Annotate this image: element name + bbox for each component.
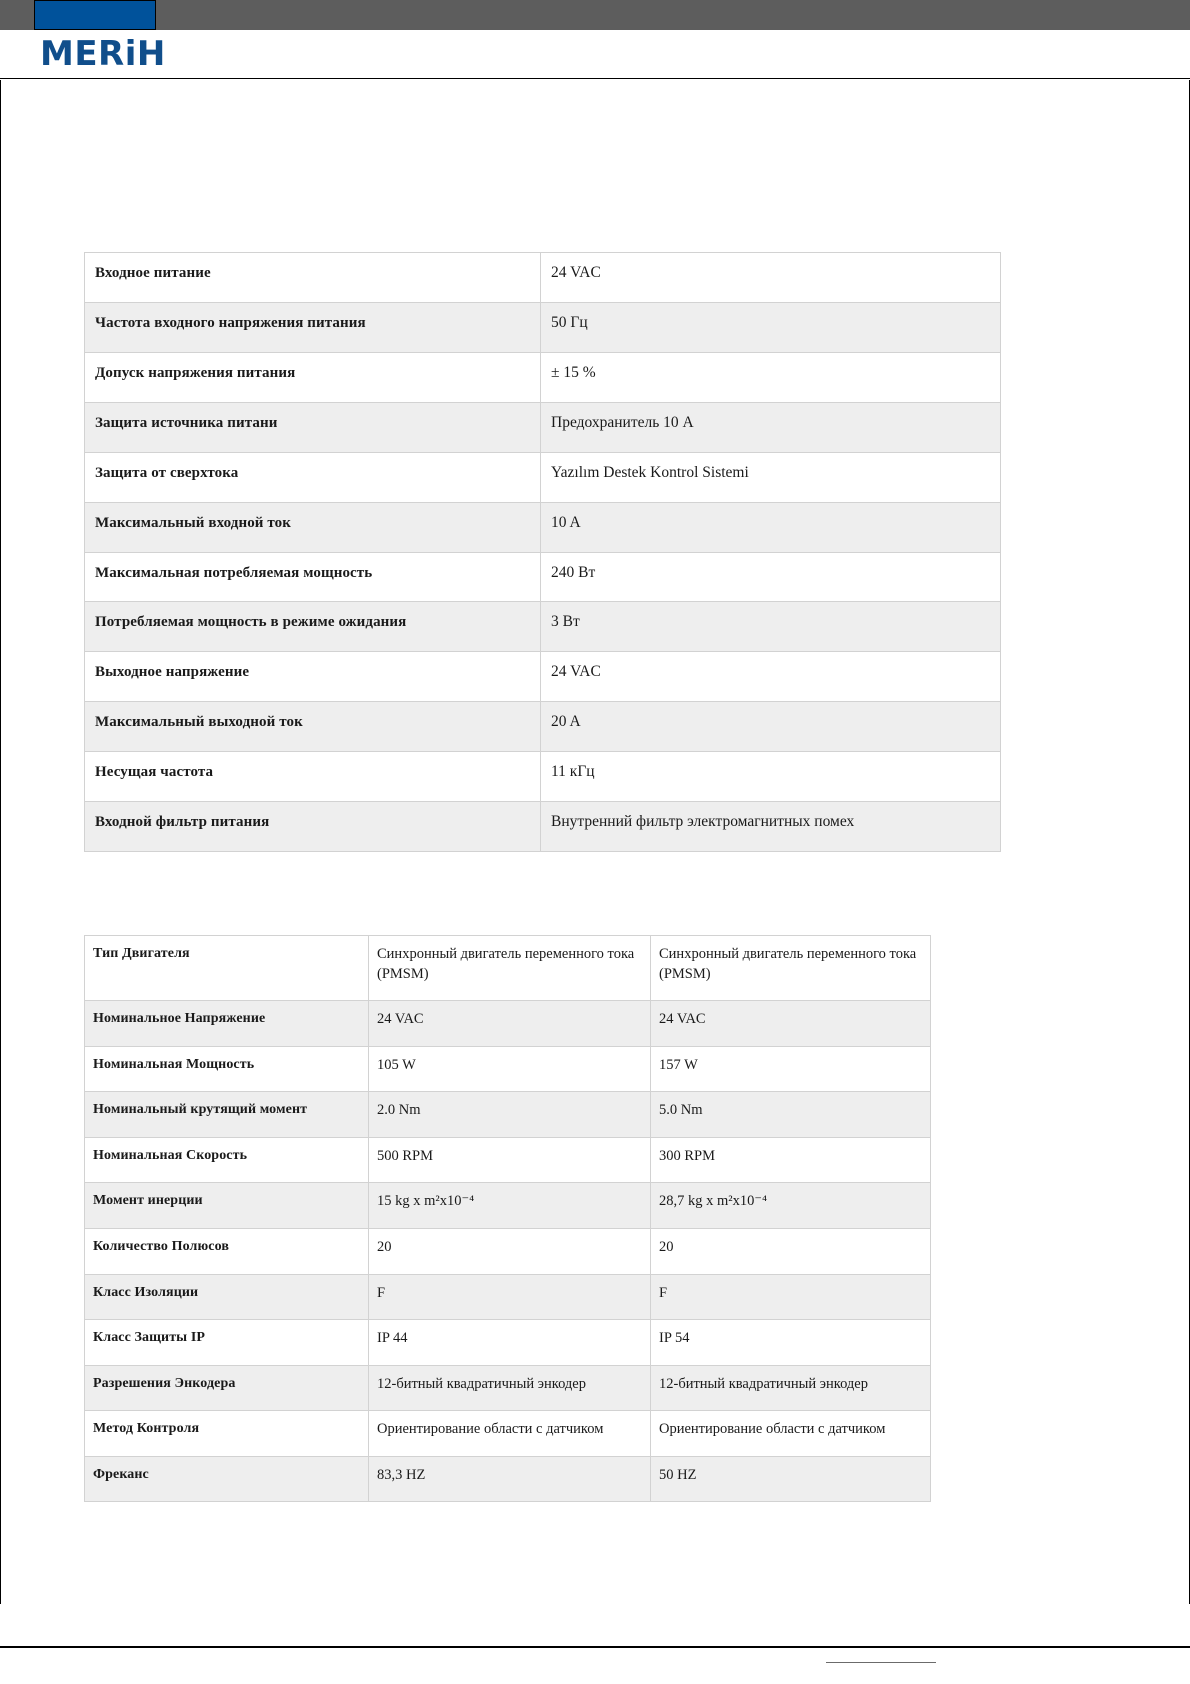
motor-2-value-cell: 157 W <box>650 1045 931 1093</box>
table-row: Входной фильтр питания Внутренний фильтр … <box>84 801 1001 853</box>
motor-1-value-cell: 24 VAC <box>368 1000 651 1047</box>
table-row: Метод Контроля Ориентирование области с д… <box>84 1410 931 1457</box>
table-row: Номинальная Мощность 105 W 157 W <box>84 1045 931 1093</box>
motor-2-value-cell: 12-битный квадратичный энкодер <box>650 1364 931 1412</box>
table-row: Защита источника питани Предохранитель 10… <box>84 401 1001 453</box>
spec-label-cell: Максимальная потребляемая мощность <box>84 551 541 603</box>
motor-2-value-cell: Синхронный двигатель переменного тока (P… <box>650 934 931 1002</box>
motor-spec-label-cell: Класс Защиты IP <box>84 1319 369 1366</box>
table-row: Частота входного напряжения питания 50 Гц <box>84 301 1001 353</box>
motor-specification-table: Тип Двигателя Синхронный двигатель переме… <box>84 934 931 1503</box>
top-header-bar <box>0 0 1190 30</box>
table-row: Выходное напряжение 24 VAC <box>84 651 1001 703</box>
motor-spec-label-cell: Фреканс <box>84 1455 369 1503</box>
motor-2-value-cell: 24 VAC <box>650 1000 931 1047</box>
table-row: Защита от сверхтока Yazılım Destek Kontro… <box>84 451 1001 503</box>
spec-value-cell: 24 VAC <box>540 252 1001 303</box>
motor-1-value-cell: 2.0 Nm <box>368 1091 651 1138</box>
motor-2-value-cell: 5.0 Nm <box>650 1091 931 1138</box>
spec-value-cell: 20 A <box>540 701 1001 753</box>
table-row: Потребляемая мощность в режиме ожидания 3… <box>84 601 1001 653</box>
motor-2-value-cell: IP 54 <box>650 1319 931 1366</box>
table-row: Класс Защиты IP IP 44 IP 54 <box>84 1319 931 1366</box>
spec-label-cell: Защита от сверхтока <box>84 451 541 503</box>
motor-spec-label-cell: Разрешения Энкодера <box>84 1364 369 1412</box>
motor-spec-label-cell: Момент инерции <box>84 1182 369 1229</box>
motor-spec-label-cell: Номинальный крутящий момент <box>84 1091 369 1138</box>
spec-value-cell: Внутренний фильтр электромагнитных помех <box>540 801 1001 853</box>
motor-1-value-cell: 20 <box>368 1227 651 1275</box>
merih-logo: MERiH <box>40 34 166 74</box>
motor-1-value-cell: 12-битный квадратичный энкодер <box>368 1364 651 1412</box>
motor-2-value-cell: 300 RPM <box>650 1136 931 1184</box>
table-row: Максимальный входной ток 10 A <box>84 501 1001 553</box>
footer-divider <box>0 1646 1190 1648</box>
motor-1-value-cell: Ориентирование области с датчиком <box>368 1410 651 1457</box>
header-bar-blue-segment <box>34 0 156 30</box>
motor-spec-label-cell: Номинальная Мощность <box>84 1045 369 1093</box>
table-row: Несущая частота 11 кГц <box>84 751 1001 803</box>
table-row: Номинальная Скорость 500 RPM 300 RPM <box>84 1136 931 1184</box>
spec-label-cell: Частота входного напряжения питания <box>84 301 541 353</box>
spec-label-cell: Максимальный входной ток <box>84 501 541 553</box>
motor-2-value-cell: Ориентирование области с датчиком <box>650 1410 931 1457</box>
spec-label-cell: Входное питание <box>84 252 541 303</box>
motor-spec-label-cell: Метод Контроля <box>84 1410 369 1457</box>
spec-value-cell: 50 Гц <box>540 301 1001 353</box>
spec-value-cell: Предохранитель 10 A <box>540 401 1001 453</box>
motor-table-body: Тип Двигателя Синхронный двигатель переме… <box>84 934 931 1503</box>
spec-label-cell: Входной фильтр питания <box>84 801 541 853</box>
motor-spec-label-cell: Номинальное Напряжение <box>84 1000 369 1047</box>
table-row: Класс Изоляции F F <box>84 1273 931 1321</box>
motor-1-value-cell: F <box>368 1273 651 1321</box>
motor-spec-label-cell: Номинальная Скорость <box>84 1136 369 1184</box>
motor-1-value-cell: 83,3 HZ <box>368 1455 651 1503</box>
spec-value-cell: ± 15 % <box>540 351 1001 403</box>
table-row: Номинальный крутящий момент 2.0 Nm 5.0 Nm <box>84 1091 931 1138</box>
table-row: Момент инерции 15 kg x m²x10⁻⁴ 28,7 kg x m… <box>84 1182 931 1229</box>
spec-label-cell: Потребляемая мощность в режиме ожидания <box>84 601 541 653</box>
table-row: Допуск напряжения питания ± 15 % <box>84 351 1001 403</box>
motor-spec-label-cell: Тип Двигателя <box>84 934 369 1002</box>
spec-label-cell: Допуск напряжения питания <box>84 351 541 403</box>
motor-1-value-cell: Синхронный двигатель переменного тока (P… <box>368 934 651 1002</box>
table-row: Количество Полюсов 20 20 <box>84 1227 931 1275</box>
spec-label-cell: Максимальный выходной ток <box>84 701 541 753</box>
spec-label-cell: Защита источника питани <box>84 401 541 453</box>
motor-2-value-cell: 20 <box>650 1227 931 1275</box>
motor-spec-label-cell: Класс Изоляции <box>84 1273 369 1321</box>
footer-secondary-rule <box>826 1662 936 1663</box>
power-table-body: Входное питание 24 VAC Частота входного на… <box>84 252 1001 853</box>
table-row: Максимальный выходной ток 20 A <box>84 701 1001 753</box>
motor-2-value-cell: 50 HZ <box>650 1455 931 1503</box>
table-row: Тип Двигателя Синхронный двигатель переме… <box>84 934 931 1002</box>
table-row: Разрешения Энкодера 12-битный квадратичны… <box>84 1364 931 1412</box>
motor-1-value-cell: IP 44 <box>368 1319 651 1366</box>
header-bar-left-segment <box>0 0 34 30</box>
logo-area: MERiH <box>0 30 1190 79</box>
motor-2-value-cell: 28,7 kg x m²x10⁻⁴ <box>650 1182 931 1229</box>
spec-label-cell: Несущая частота <box>84 751 541 803</box>
motor-spec-label-cell: Количество Полюсов <box>84 1227 369 1275</box>
header-bar-right-segment <box>156 0 1190 30</box>
spec-label-cell: Выходное напряжение <box>84 651 541 703</box>
power-supply-specification-table: Входное питание 24 VAC Частота входного на… <box>84 252 1001 853</box>
spec-value-cell: 240 Вт <box>540 551 1001 603</box>
motor-2-value-cell: F <box>650 1273 931 1321</box>
table-row: Максимальная потребляемая мощность 240 Вт <box>84 551 1001 603</box>
table-row: Номинальное Напряжение 24 VAC 24 VAC <box>84 1000 931 1047</box>
table-row: Входное питание 24 VAC <box>84 252 1001 303</box>
motor-1-value-cell: 105 W <box>368 1045 651 1093</box>
table-row: Фреканс 83,3 HZ 50 HZ <box>84 1455 931 1503</box>
spec-value-cell: 24 VAC <box>540 651 1001 703</box>
motor-1-value-cell: 500 RPM <box>368 1136 651 1184</box>
spec-value-cell: 10 A <box>540 501 1001 553</box>
spec-value-cell: 3 Вт <box>540 601 1001 653</box>
spec-value-cell: 11 кГц <box>540 751 1001 803</box>
motor-1-value-cell: 15 kg x m²x10⁻⁴ <box>368 1182 651 1229</box>
spec-value-cell: Yazılım Destek Kontrol Sistemi <box>540 451 1001 503</box>
